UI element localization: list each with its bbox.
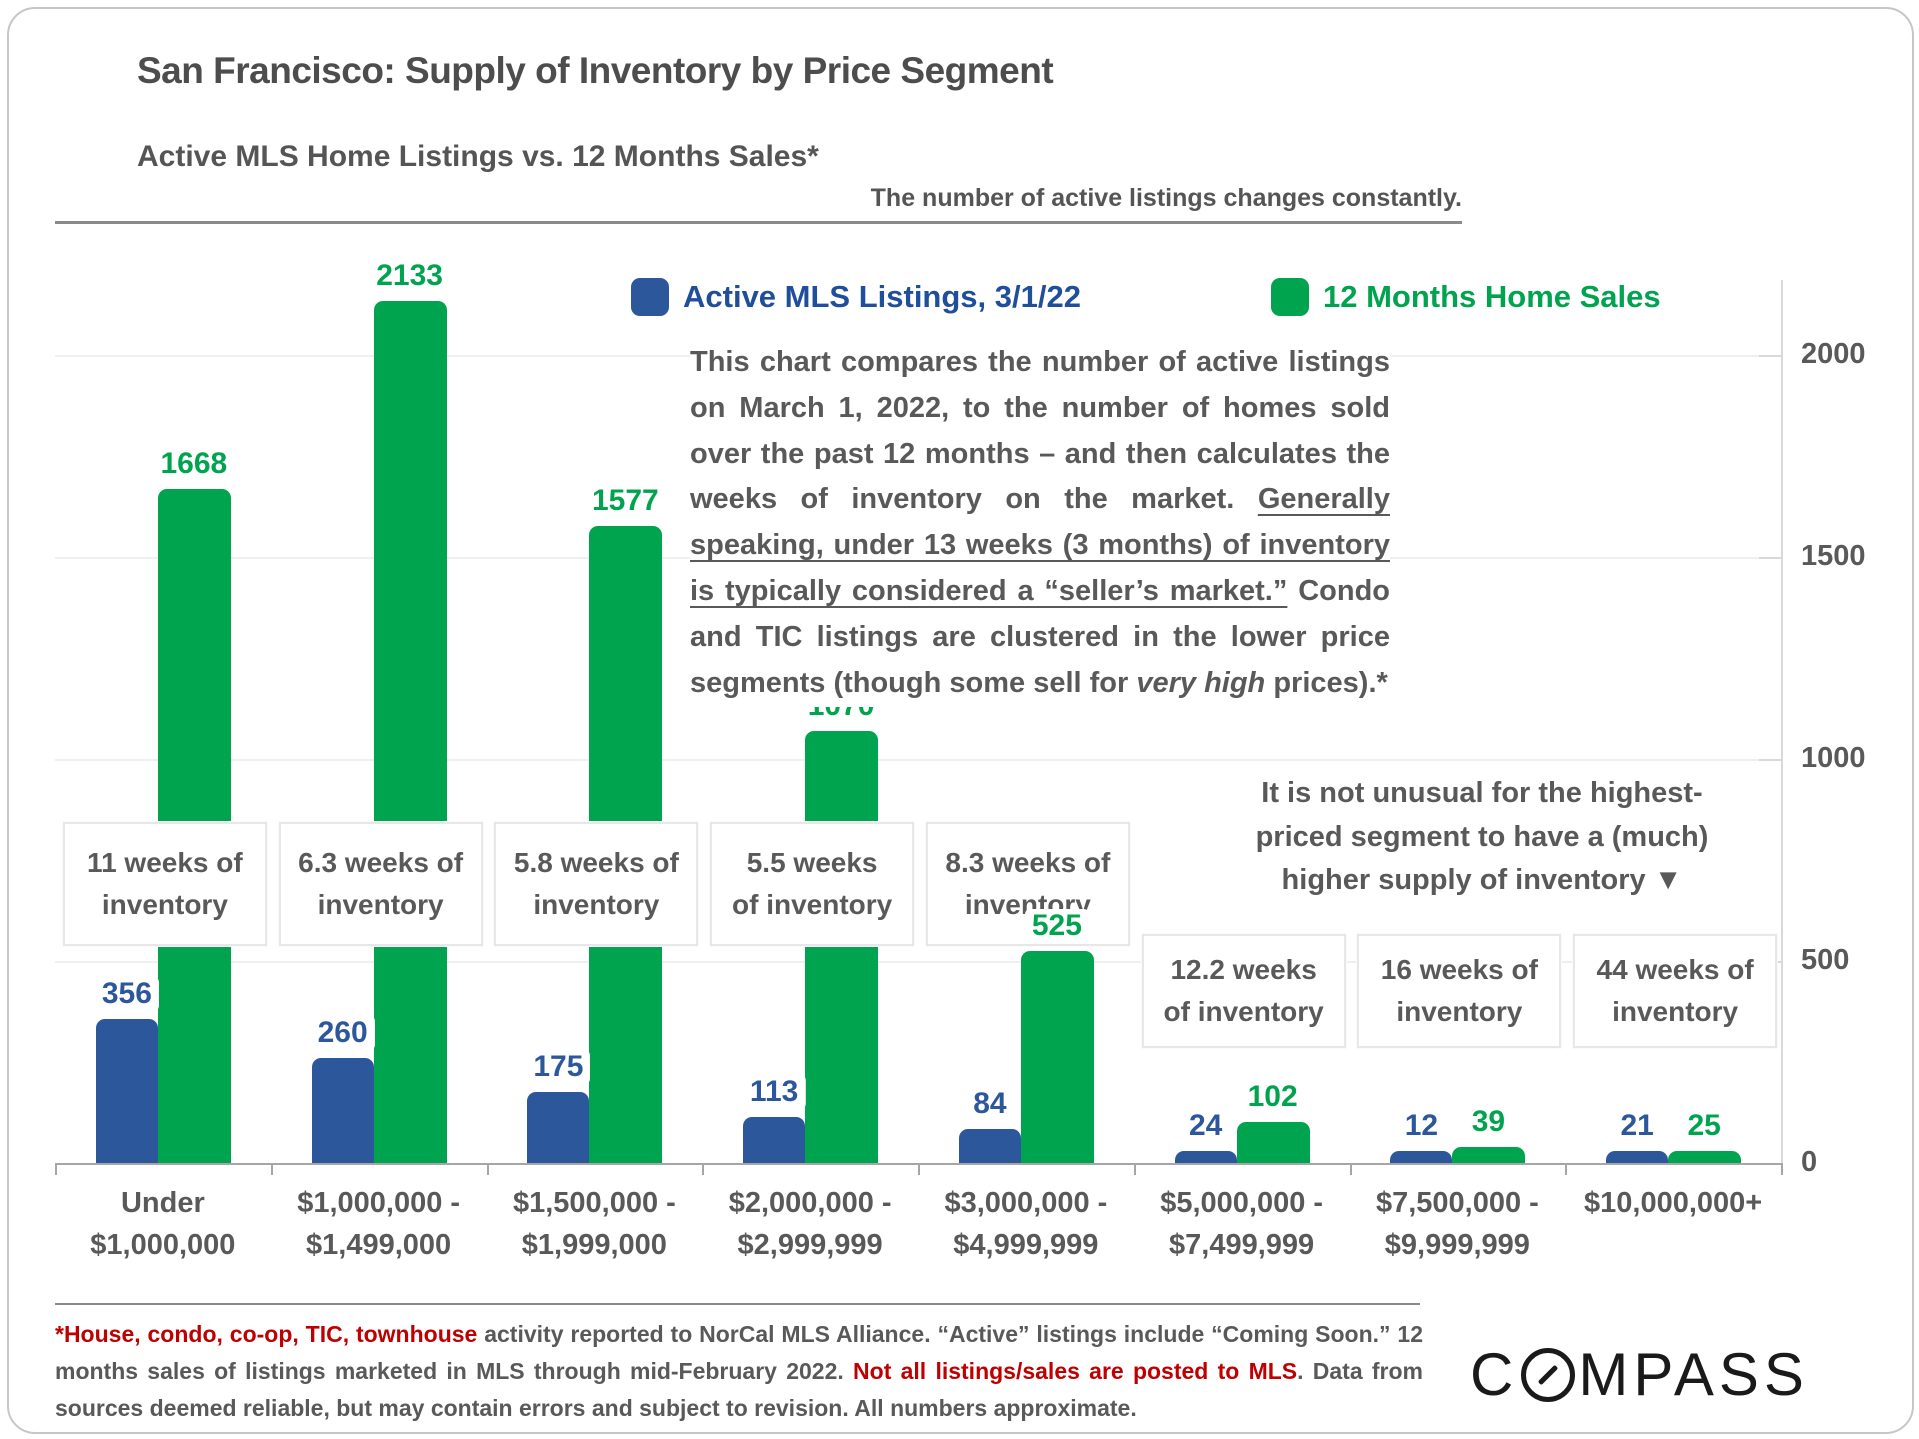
footnote-text: . Data from sources deemed reliable, but… xyxy=(55,1357,1423,1421)
value-label-active-listings-3: 113 xyxy=(742,1075,806,1110)
x-axis-tick xyxy=(270,1163,273,1175)
legend-label-home-sales: 12 Months Home Sales xyxy=(1322,279,1661,314)
y-axis-tick-label: 500 xyxy=(1801,944,1850,976)
value-label-active-listings-1: 260 xyxy=(310,1015,375,1050)
weeks-of-inventory-box: 44 weeks of inventory xyxy=(1573,934,1778,1048)
category-label: $7,500,000 - $9,999,999 xyxy=(1375,1187,1539,1262)
compass-logo: C MPASS xyxy=(1470,1340,1870,1409)
value-label-home-sales-6: 39 xyxy=(1464,1105,1513,1140)
footnote-red-text: *House, condo, co-op, TIC, townhouse xyxy=(55,1321,478,1347)
description-text: Condo and TIC listings are clustered in … xyxy=(690,575,1391,699)
description-italic-text: very high xyxy=(1136,666,1266,699)
compass-logo-c: C xyxy=(1470,1341,1519,1408)
gridline xyxy=(55,759,1781,761)
value-label-home-sales-5: 102 xyxy=(1240,1079,1305,1114)
weeks-of-inventory-box: 5.5 weeks of inventory xyxy=(710,822,915,946)
value-label-home-sales-1: 2133 xyxy=(369,259,450,294)
compass-logo-rest: MPASS xyxy=(1578,1341,1809,1408)
bar-home-sales-1 xyxy=(373,301,447,1163)
footnote-red-text: Not all listings/sales are posted to MLS xyxy=(853,1357,1298,1384)
y-axis xyxy=(1781,280,1783,1163)
x-axis-tick xyxy=(702,1163,705,1175)
legend-chip-home-sales xyxy=(1270,278,1309,316)
bar-active-listings-1 xyxy=(311,1057,374,1163)
compass-o-icon xyxy=(1521,1347,1576,1402)
bar-home-sales-3 xyxy=(805,730,879,1163)
weeks-of-inventory-box: 11 weeks of inventory xyxy=(62,822,267,946)
x-axis-tick xyxy=(918,1163,920,1175)
category-label: $5,000,000 - $7,499,999 xyxy=(1160,1187,1324,1262)
value-label-active-listings-5: 24 xyxy=(1181,1109,1230,1143)
weeks-of-inventory-box: 12.2 weeks of inventory xyxy=(1141,934,1346,1048)
value-label-active-listings-2: 175 xyxy=(526,1050,591,1085)
weeks-of-inventory-box: 16 weeks of inventory xyxy=(1357,934,1562,1048)
bar-home-sales-4 xyxy=(1020,950,1094,1163)
x-axis-tick xyxy=(1349,1163,1352,1175)
y-axis-tick-label: 0 xyxy=(1801,1146,1818,1178)
y-axis-tick-label: 1000 xyxy=(1801,742,1866,774)
value-label-active-listings-0: 356 xyxy=(94,977,159,1012)
bar-active-listings-3 xyxy=(743,1117,806,1163)
header-divider xyxy=(55,221,1462,224)
footnote-divider xyxy=(55,1303,1420,1305)
header-note: The number of active listings changes co… xyxy=(870,184,1462,212)
x-axis-tick xyxy=(1565,1163,1568,1175)
bar-active-listings-5 xyxy=(1174,1151,1237,1163)
value-label-active-listings-6: 12 xyxy=(1397,1109,1446,1143)
y-axis-tick xyxy=(1759,557,1781,559)
bar-home-sales-7 xyxy=(1668,1151,1742,1163)
value-label-home-sales-2: 1577 xyxy=(585,483,666,518)
description-underlined-text: Generally speaking, under 13 weeks (3 mo… xyxy=(690,483,1390,608)
weeks-of-inventory-box: 6.3 weeks of inventory xyxy=(278,822,483,946)
bar-active-listings-6 xyxy=(1390,1151,1453,1163)
footnote: *House, condo, co-op, TIC, townhouse act… xyxy=(55,1316,1423,1426)
page-subtitle: Active MLS Home Listings vs. 12 Months S… xyxy=(137,140,819,173)
bar-home-sales-6 xyxy=(1452,1147,1526,1163)
x-axis-tick xyxy=(55,1163,57,1175)
y-axis-tick-label: 2000 xyxy=(1801,338,1866,370)
footnote-text: activity reported to NorCal MLS Alliance… xyxy=(55,1321,1423,1384)
description-text: This chart compares the number of active… xyxy=(690,346,1390,516)
value-label-home-sales-7: 25 xyxy=(1680,1109,1728,1143)
bar-active-listings-0 xyxy=(95,1019,158,1163)
page-title: San Francisco: Supply of Inventory by Pr… xyxy=(137,50,1054,91)
bar-active-listings-4 xyxy=(958,1129,1021,1163)
highest-segment-annotation: It is not unusual for the highest- price… xyxy=(1202,772,1762,903)
legend: Active MLS Listings, 3/1/22 12 Months Ho… xyxy=(631,278,1661,316)
x-axis-tick xyxy=(1781,1163,1783,1175)
bar-active-listings-7 xyxy=(1606,1151,1669,1163)
category-label: Under $1,000,000 xyxy=(90,1187,236,1262)
category-label: $1,500,000 - $1,999,000 xyxy=(512,1187,676,1262)
chart-description: This chart compares the number of active… xyxy=(690,340,1390,707)
bar-home-sales-5 xyxy=(1236,1121,1310,1163)
value-label-active-listings-7: 21 xyxy=(1613,1109,1661,1143)
bar-active-listings-2 xyxy=(527,1092,590,1163)
y-axis-tick xyxy=(1759,759,1781,761)
category-label: $3,000,000 - $4,999,999 xyxy=(944,1187,1108,1262)
category-label: $10,000,000+ xyxy=(1584,1187,1763,1219)
description-text: prices).* xyxy=(1265,666,1388,699)
value-label-home-sales-0: 1668 xyxy=(153,447,235,482)
y-axis-tick xyxy=(1759,355,1781,357)
slide-card-border xyxy=(7,7,1914,1434)
value-label-home-sales-4: 525 xyxy=(1024,908,1089,943)
legend-chip-active-listings xyxy=(631,278,669,316)
x-axis-tick xyxy=(486,1163,489,1175)
x-axis-tick xyxy=(1133,1163,1136,1175)
category-label: $1,000,000 - $1,499,000 xyxy=(297,1187,461,1262)
y-axis-tick-label: 1500 xyxy=(1801,540,1866,572)
weeks-of-inventory-box: 5.8 weeks of inventory xyxy=(494,822,699,946)
gridline xyxy=(55,961,1781,963)
legend-label-active-listings: Active MLS Listings, 3/1/22 xyxy=(683,279,1081,314)
value-label-active-listings-4: 84 xyxy=(966,1087,1014,1122)
category-label: $2,000,000 - $2,999,999 xyxy=(728,1187,892,1262)
